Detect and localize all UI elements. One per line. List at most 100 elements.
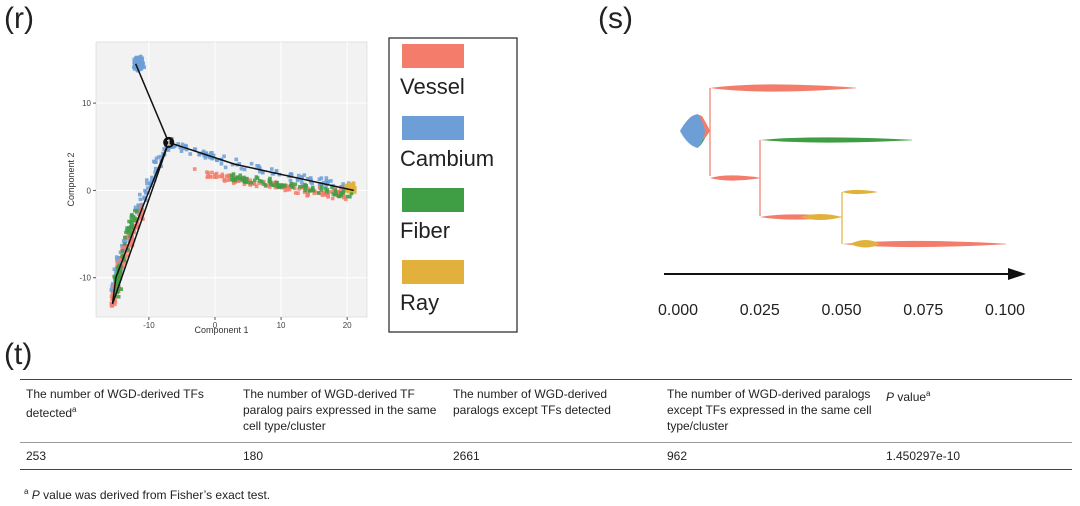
cell-point-cambium xyxy=(300,174,304,179)
cell-point-vessel xyxy=(248,178,253,183)
cell-point-cambium xyxy=(230,162,235,167)
legend-swatch-vessel xyxy=(402,44,464,68)
cell-point-vessel xyxy=(212,175,217,179)
cell-point-vessel xyxy=(129,240,133,245)
cell-point-vessel xyxy=(130,236,134,240)
cell-point-cambium xyxy=(214,158,219,162)
cell-point-fiber xyxy=(122,258,127,262)
results-table-container: The number of WGD-derived TFs detecteda … xyxy=(20,379,1072,470)
cell-point-cambium xyxy=(223,165,228,170)
cell-point-cambium xyxy=(139,66,144,71)
cell-point-vessel xyxy=(320,193,325,197)
cell-point-vessel xyxy=(128,242,133,247)
cell-point-ray xyxy=(352,190,357,195)
cell-point-fiber xyxy=(261,182,265,186)
gridlines xyxy=(96,42,367,317)
cell-point-cambium xyxy=(219,161,224,166)
header-tf-pairs-same-cluster: The number of WGD-derived TF paralog pai… xyxy=(237,380,447,443)
cell-point-ray xyxy=(345,189,350,193)
results-table: The number of WGD-derived TFs detecteda … xyxy=(20,379,1072,470)
header-tfs-detected: The number of WGD-derived TFs detecteda xyxy=(20,380,237,443)
cell-point-fiber xyxy=(271,183,276,187)
cell-point-cambium xyxy=(197,152,202,157)
cell-point-fiber xyxy=(113,289,117,293)
cell-point-cambium xyxy=(274,170,279,174)
cell-point-cambium xyxy=(115,258,119,262)
y-tick-label: 10 xyxy=(82,99,91,108)
footnote-text: value was derived from Fisher’s exact te… xyxy=(39,488,271,502)
cell-point-cambium xyxy=(222,154,226,159)
table-header-row: The number of WGD-derived TFs detecteda … xyxy=(20,379,1072,443)
cell-point-fiber xyxy=(124,230,128,235)
cell-point-fiber xyxy=(131,215,136,219)
stream-ray-top xyxy=(842,189,877,195)
cell-point-cambium xyxy=(137,192,142,197)
cell-point-fiber xyxy=(238,176,243,181)
cell-point-fiber xyxy=(133,208,137,213)
cell-point-vessel xyxy=(296,191,300,195)
legend-label-vessel: Vessel xyxy=(400,74,465,99)
cell-point-cambium xyxy=(159,164,164,169)
cell-point-fiber xyxy=(339,191,343,195)
cell-point-vessel xyxy=(131,238,136,242)
cell-point-fiber xyxy=(269,182,273,187)
cell-point-ray xyxy=(347,183,352,188)
cell-point-cambium xyxy=(192,147,197,151)
cell-point-vessel xyxy=(293,191,298,195)
cell-point-fiber xyxy=(277,185,282,189)
cell-point-vessel xyxy=(231,181,236,185)
time-tick-label: 0.075 xyxy=(903,302,943,319)
cell-point-cambium xyxy=(310,181,314,186)
cell-point-vessel xyxy=(225,178,230,183)
cell-point-vessel xyxy=(110,284,115,289)
cell-point-fiber xyxy=(232,177,237,181)
cell-point-fiber xyxy=(267,179,272,184)
cell-point-fiber xyxy=(341,191,346,195)
cell-point-cambium xyxy=(258,167,262,171)
cell-point-cambium xyxy=(138,61,143,66)
cell-point-cambium xyxy=(112,267,117,272)
cell-point-fiber xyxy=(330,185,334,189)
lineage-tree-plot: 0.000 0.025 0.050 0.075 0.100 xyxy=(658,84,1026,319)
cell-point-cambium xyxy=(317,177,322,182)
header-paralogs-same-cluster: The number of WGD-derived paralogs excep… xyxy=(661,380,880,443)
cell-point-vessel xyxy=(341,193,346,198)
cell-point-cambium xyxy=(319,176,324,180)
y-axis-label: Component 2 xyxy=(66,152,76,206)
axis-ticks: -10 0 10 20 -10 0 10 xyxy=(79,99,352,330)
cell-point-fiber xyxy=(310,185,315,190)
legend-label-fiber: Fiber xyxy=(400,218,450,243)
cell-point-ray xyxy=(350,182,354,187)
cell-point-vessel xyxy=(344,197,348,202)
cell-point-vessel xyxy=(330,196,335,201)
cell-point-vessel xyxy=(283,188,287,193)
cell-point-fiber xyxy=(129,220,133,225)
cell-point-cambium xyxy=(152,178,157,182)
cell-point-fiber xyxy=(325,187,330,192)
cell-point-vessel xyxy=(115,261,120,266)
cell-point-vessel xyxy=(254,184,259,189)
cell-point-cambium xyxy=(133,205,138,210)
cell-point-fiber xyxy=(117,275,122,280)
cell-point-cambium xyxy=(342,184,346,189)
cell-point-fiber xyxy=(349,191,354,196)
cell-point-cambium xyxy=(211,153,216,158)
cell-point-fiber xyxy=(242,175,246,180)
cell-point-cambium xyxy=(116,256,121,260)
cell-point-vessel xyxy=(285,185,290,190)
header-sup: a xyxy=(926,389,931,398)
cell-point-fiber xyxy=(341,189,346,193)
cell-point-vessel xyxy=(136,212,141,216)
cell-point-fiber xyxy=(231,172,236,176)
cell-point-fiber xyxy=(252,178,257,183)
cell-point-cambium xyxy=(242,167,247,172)
cell-point-vessel xyxy=(268,185,272,189)
cell-point-fiber xyxy=(129,218,134,222)
legend-swatch-cambium xyxy=(402,116,464,140)
cell-point-cambium xyxy=(201,149,206,154)
time-tick-label: 0.100 xyxy=(985,302,1025,319)
cell-point-fiber xyxy=(290,185,295,189)
cell-point-fiber xyxy=(120,249,125,253)
cell-point-cambium xyxy=(136,64,140,68)
cell-point-fiber xyxy=(120,254,125,258)
